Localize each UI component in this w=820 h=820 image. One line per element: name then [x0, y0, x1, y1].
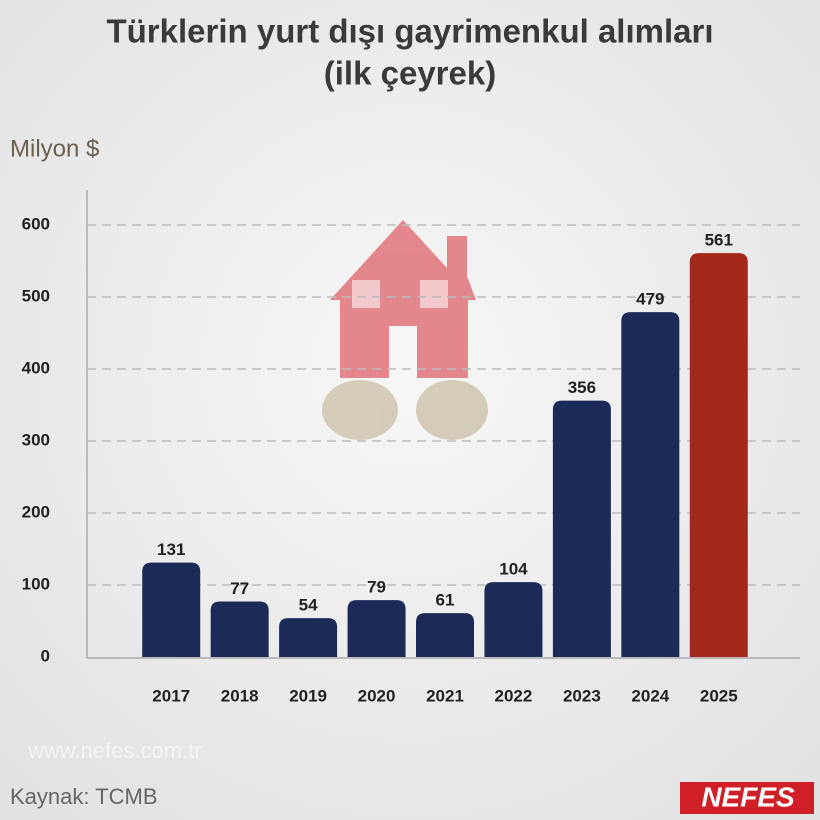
value-label: 131 — [157, 540, 185, 559]
y-axis-label: Milyon $ — [10, 135, 99, 162]
x-tick-label: 2023 — [563, 686, 601, 705]
y-tick-label: 400 — [22, 358, 50, 377]
y-tick-label: 300 — [22, 430, 50, 449]
bar — [416, 613, 474, 657]
bar — [347, 600, 406, 657]
x-tick-label: 2018 — [221, 686, 259, 705]
value-label: 561 — [705, 231, 733, 250]
y-tick-label: 0 — [41, 646, 50, 665]
bar — [210, 601, 269, 657]
source: Kaynak: TCMB — [10, 784, 158, 809]
logo-box — [680, 782, 814, 814]
value-label: 479 — [636, 290, 664, 309]
y-tick-label: 500 — [22, 286, 50, 305]
x-tick-label: 2019 — [289, 686, 327, 705]
bar — [279, 618, 338, 657]
logo: NEFES — [701, 781, 795, 812]
value-label: 61 — [436, 591, 455, 610]
bar — [552, 400, 611, 657]
y-tick-label: 100 — [22, 574, 50, 593]
x-tick-label: 2017 — [152, 686, 190, 705]
value-label: 79 — [367, 578, 386, 597]
y-tick-label: 600 — [22, 214, 50, 233]
x-tick-label: 2022 — [495, 686, 533, 705]
y-tick-label: 200 — [22, 502, 50, 521]
house-illustration — [322, 220, 488, 440]
value-label: 104 — [499, 560, 528, 579]
chart-subtitle: (ilk çeyrek) — [324, 55, 496, 92]
value-label: 54 — [299, 596, 318, 615]
x-tick-label: 2025 — [700, 686, 738, 705]
value-label: 356 — [568, 378, 596, 397]
chart-title: Türklerin yurt dışı gayrimenkul alımları — [106, 13, 713, 50]
bar — [621, 312, 680, 657]
x-tick-label: 2024 — [631, 686, 669, 705]
x-tick-label: 2020 — [358, 686, 396, 705]
value-label: 77 — [230, 579, 249, 598]
watermark: www.nefes.com.tr — [27, 738, 202, 763]
x-tick-label: 2021 — [426, 686, 464, 705]
bar — [142, 562, 201, 657]
bar — [484, 582, 543, 657]
bar — [689, 253, 748, 657]
